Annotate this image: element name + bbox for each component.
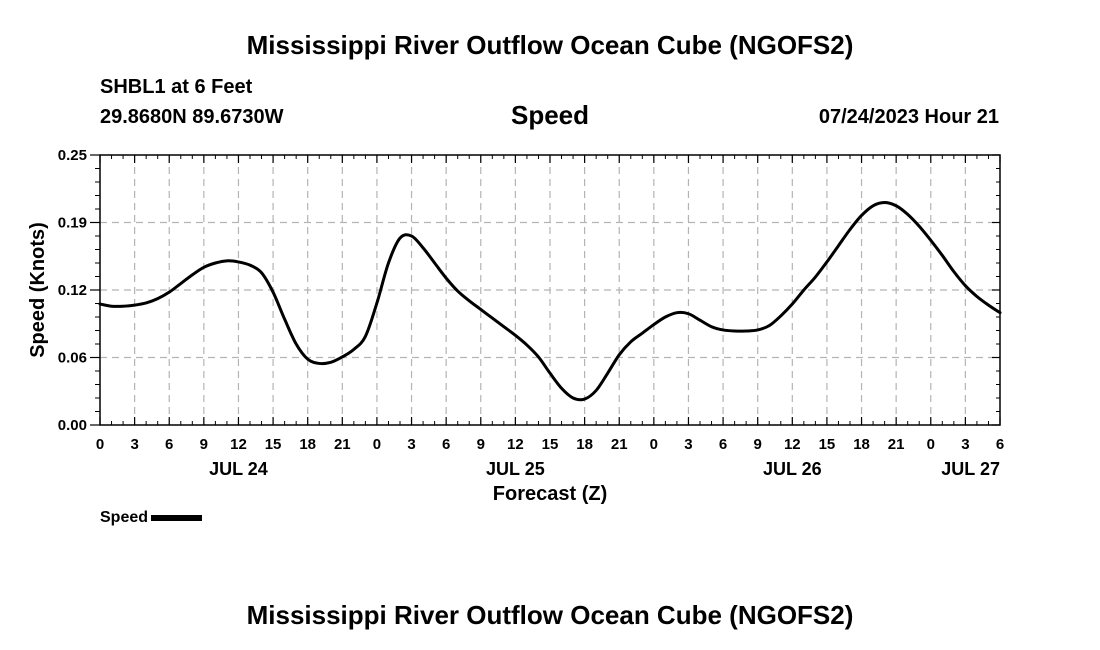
- x-tick-label: 12: [784, 436, 801, 453]
- legend-label: Speed: [100, 509, 149, 526]
- plot-frame: [99, 154, 1001, 426]
- x-tick-label: 0: [650, 436, 658, 453]
- x-tick-label: 15: [542, 436, 559, 453]
- legend: Speed: [100, 509, 203, 527]
- x-tick-label: 0: [373, 436, 381, 453]
- footer-title: Mississippi River Outflow Ocean Cube (NG…: [246, 600, 854, 630]
- x-tick-label: 3: [961, 436, 969, 453]
- x-tick-label: 9: [200, 436, 208, 453]
- x-tick-label: 9: [754, 436, 762, 453]
- x-tick-label: 6: [996, 436, 1004, 453]
- label-layer: 0 3 6 9 12 15 18 21 0 3 6 9 12 15 18 21 0 3 6 9 12 15 18 21 0 3 6 J…: [58, 147, 1004, 479]
- y-tick-label: 0.25: [58, 147, 87, 164]
- x-tick-label: 21: [334, 436, 351, 453]
- x-date-label: JUL 26: [763, 459, 822, 479]
- x-tick-label: 3: [407, 436, 415, 453]
- x-tick-label: 21: [888, 436, 905, 453]
- x-tick-label: 6: [442, 436, 450, 453]
- x-tick-label: 6: [719, 436, 727, 453]
- x-tick-label: 0: [927, 436, 935, 453]
- x-tick-label: 12: [230, 436, 247, 453]
- x-tick-label: 3: [130, 436, 138, 453]
- x-tick-label: 12: [507, 436, 524, 453]
- x-tick-label: 0: [96, 436, 104, 453]
- y-axis-label: Speed (Knots): [27, 222, 49, 358]
- y-tick-label: 0.00: [58, 417, 87, 434]
- x-tick-label: 21: [611, 436, 628, 453]
- station-label: SHBL1 at 6 Feet: [100, 76, 253, 98]
- x-tick-label: 18: [299, 436, 316, 453]
- chart-subtitle: Speed: [510, 100, 590, 130]
- x-axis-label: Forecast (Z): [493, 483, 607, 505]
- series-line-speed: [98, 201, 1002, 402]
- x-tick-label: 18: [853, 436, 870, 453]
- y-tick-label: 0.19: [58, 215, 87, 232]
- y-tick-label: 0.06: [58, 350, 87, 367]
- x-tick-label: 6: [165, 436, 173, 453]
- x-date-label: JUL 25: [486, 459, 545, 479]
- forecast-datetime: 07/24/2023 Hour 21: [818, 106, 999, 128]
- x-tick-label: 18: [576, 436, 593, 453]
- x-tick-label: 9: [477, 436, 485, 453]
- grid-layer: [100, 155, 1000, 425]
- x-tick-label: 15: [265, 436, 282, 453]
- coordinates-label: 29.8680N 89.6730W: [100, 106, 284, 128]
- y-tick-label: 0.12: [58, 282, 87, 299]
- chart-title: Mississippi River Outflow Ocean Cube (NG…: [246, 30, 854, 60]
- x-tick-label: 15: [819, 436, 836, 453]
- legend-line-swatch: [151, 515, 203, 521]
- x-date-label: JUL 27: [941, 459, 1000, 479]
- x-date-label: JUL 24: [209, 459, 268, 479]
- x-tick-label: 3: [684, 436, 692, 453]
